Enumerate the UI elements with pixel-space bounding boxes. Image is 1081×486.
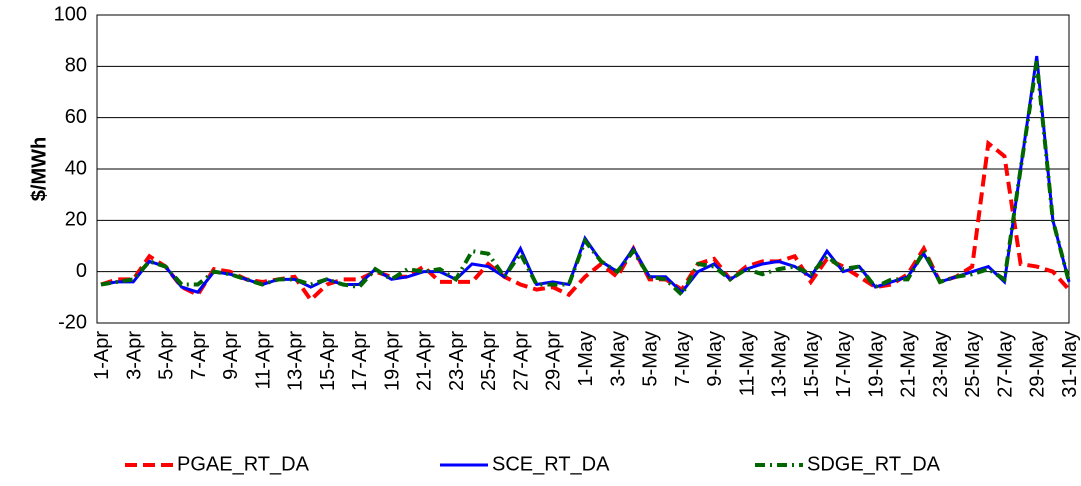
legend-label: SCE_RT_DA xyxy=(492,453,610,475)
plot-frame xyxy=(96,14,1070,324)
y-axis-label: $/MWh xyxy=(28,137,50,201)
x-tick-label: 1-Apr xyxy=(91,331,113,380)
x-tick-label: 23-May xyxy=(930,331,952,398)
y-tick-label: 80 xyxy=(65,55,87,77)
x-tick-label: 31-May xyxy=(1059,331,1081,398)
x-tick-label: 25-May xyxy=(962,331,984,398)
x-tick-label: 29-Apr xyxy=(543,331,565,391)
x-tick-label: 27-May xyxy=(994,331,1016,398)
x-tick-label: 1-May xyxy=(575,331,597,387)
x-tick-label: 15-May xyxy=(801,331,823,398)
legend-label: PGAE_RT_DA xyxy=(177,453,310,475)
x-tick-label: 21-Apr xyxy=(414,331,436,391)
series-line xyxy=(100,55,1071,295)
x-tick-label: 11-Apr xyxy=(252,331,274,390)
x-tick-label: 9-May xyxy=(704,331,726,387)
x-tick-label: 7-May xyxy=(672,331,694,387)
x-tick-label: 15-Apr xyxy=(317,331,339,391)
y-tick-label: -20 xyxy=(58,311,87,333)
x-tick-label: 5-Apr xyxy=(156,331,178,380)
y-tick-label: 100 xyxy=(54,3,87,25)
x-tick-label: 29-May xyxy=(1027,331,1049,398)
x-tick-label: 3-May xyxy=(607,331,629,387)
y-tick-label: 20 xyxy=(65,209,87,231)
x-tick-label: 11-May xyxy=(736,331,758,396)
y-tick-label: 40 xyxy=(65,157,87,179)
x-tick-label: 17-May xyxy=(833,331,855,398)
x-tick-label: 5-May xyxy=(640,331,662,387)
series-line xyxy=(100,60,1071,299)
y-tick-label: 60 xyxy=(65,106,87,128)
x-tick-label: 23-Apr xyxy=(446,331,468,391)
x-tick-label: 19-May xyxy=(865,331,887,398)
x-tick-label: 21-May xyxy=(898,331,920,398)
x-tick-label: 7-Apr xyxy=(188,331,210,380)
x-tick-label: 25-Apr xyxy=(478,331,500,391)
x-tick-label: 13-May xyxy=(769,331,791,398)
x-tick-label: 13-Apr xyxy=(285,331,307,391)
x-tick-label: 19-Apr xyxy=(381,331,403,391)
series-line xyxy=(100,139,1071,303)
x-tick-label: 3-Apr xyxy=(123,331,145,380)
x-tick-label: 9-Apr xyxy=(220,331,242,380)
x-tick-label: 27-Apr xyxy=(510,331,532,391)
x-tick-label: 17-Apr xyxy=(349,331,371,391)
y-tick-label: 0 xyxy=(76,260,87,282)
legend-label: SDGE_RT_DA xyxy=(807,453,941,475)
